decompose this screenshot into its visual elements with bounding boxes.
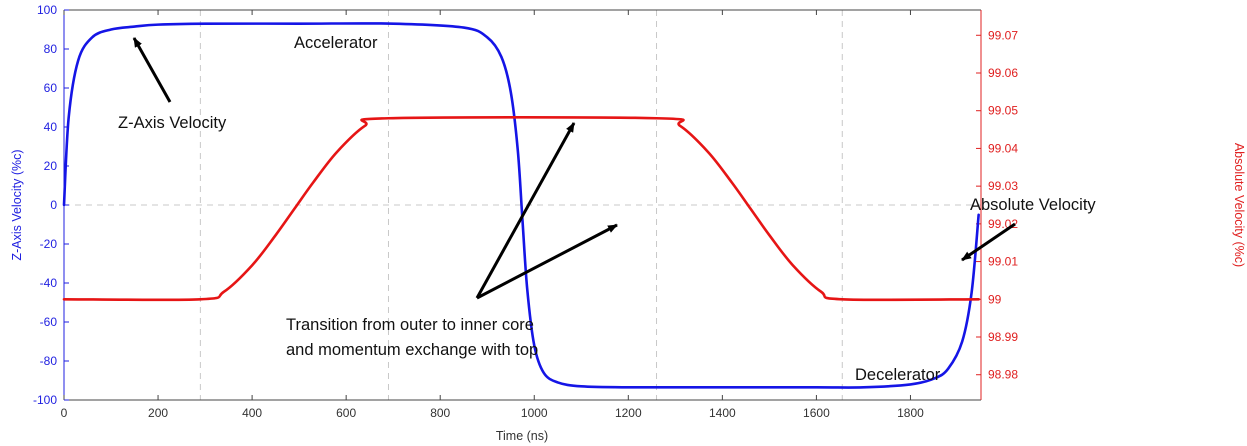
x-tick-label: 1400: [709, 406, 736, 420]
x-tick-label: 200: [148, 406, 168, 420]
y-left-tick-label: 0: [50, 198, 57, 212]
x-tick-label: 800: [430, 406, 450, 420]
annotation-transition-line1: Transition from outer to inner core: [286, 316, 534, 334]
y-right-tick-label: 98.98: [988, 368, 1018, 382]
annotation-z-axis-velocity: Z-Axis Velocity: [118, 114, 227, 132]
x-tick-label: 600: [336, 406, 356, 420]
annotation-accelerator: Accelerator: [294, 34, 378, 52]
y-left-tick-label: 80: [44, 42, 58, 56]
arrow-transition-to-top: [475, 122, 576, 299]
tick-labels: 0 200 400 600 800 1000 1200 1400 1600 18001008060…: [33, 3, 1018, 420]
series-line-z-axis-velocity: [62, 22, 980, 389]
y-axis-label-left: Z-Axis Velocity (%c): [10, 149, 24, 260]
series-lines: [62, 22, 980, 389]
y-right-tick-label: 99: [988, 292, 1002, 306]
x-axis-label: Time (ns): [496, 429, 548, 443]
y-right-tick-label: 99.05: [988, 104, 1018, 118]
series-line-absolute-velocity: [62, 116, 980, 302]
y-left-tick-label: -60: [40, 315, 58, 329]
y-left-tick-label: -20: [40, 237, 58, 251]
y-right-tick-label: 99.04: [988, 141, 1018, 155]
annotation-decelerator: Decelerator: [855, 366, 941, 384]
y-left-tick-label: 40: [44, 120, 58, 134]
arrow-transition-to-crossing: [476, 223, 618, 300]
y-right-tick-label: 99.01: [988, 255, 1018, 269]
arrow-z-axis-velocity: [132, 37, 172, 103]
y-left-tick-label: 20: [44, 159, 58, 173]
y-right-tick-label: 98.99: [988, 330, 1018, 344]
x-tick-label: 1200: [615, 406, 642, 420]
y-left-tick-label: -40: [40, 276, 58, 290]
y-right-tick-label: 99.06: [988, 66, 1018, 80]
x-tick-label: 1800: [897, 406, 924, 420]
y-axis-label-right: Absolute Velocity (%c): [1232, 143, 1246, 267]
y-left-tick-label: 100: [37, 3, 57, 17]
y-left-tick-label: -80: [40, 354, 58, 368]
x-tick-label: 0: [61, 406, 68, 420]
y-right-tick-label: 99.03: [988, 179, 1018, 193]
x-tick-label: 1600: [803, 406, 830, 420]
arrow-absolute-velocity: [961, 222, 1016, 262]
grid-lines: [64, 10, 981, 400]
x-tick-label: 400: [242, 406, 262, 420]
axes: [63, 9, 982, 401]
x-tick-label: 1000: [521, 406, 548, 420]
annotation-absolute-velocity: Absolute Velocity: [970, 196, 1096, 214]
y-left-tick-label: 60: [44, 81, 58, 95]
annotation-transition-line2: and momentum exchange with top: [286, 341, 538, 359]
y-left-tick-label: -100: [33, 393, 57, 407]
y-right-tick-label: 99.07: [988, 28, 1018, 42]
